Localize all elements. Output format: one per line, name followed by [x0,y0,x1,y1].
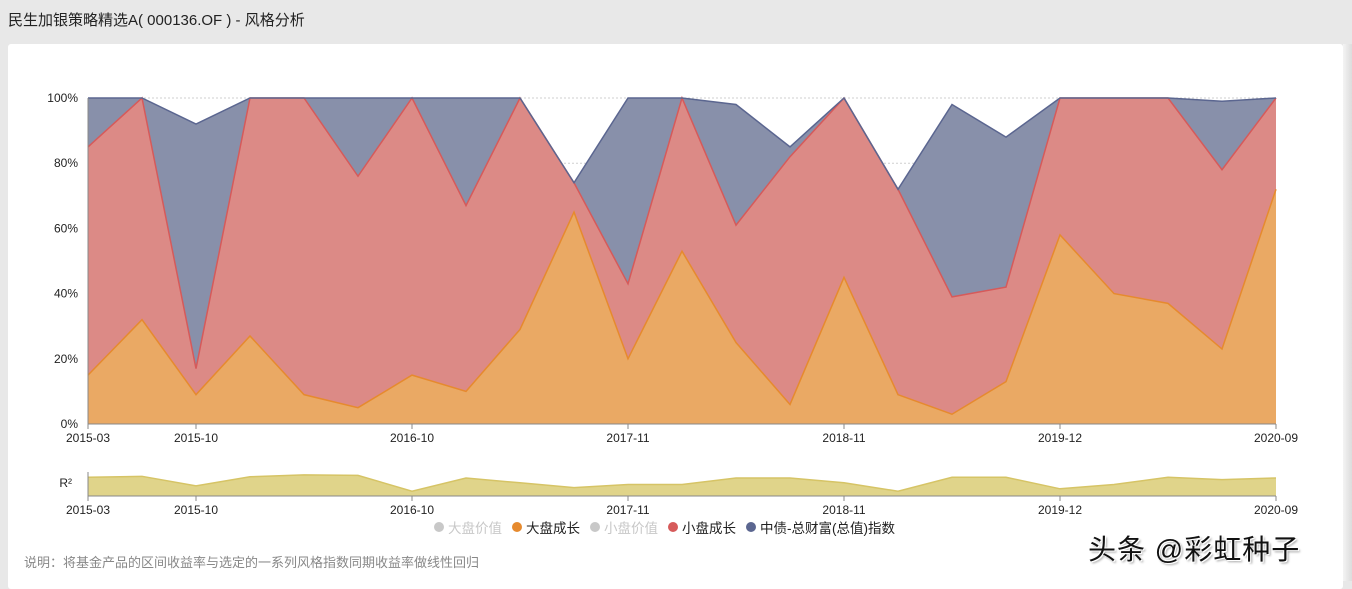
x-tick-label: 2015-03 [66,431,110,445]
area-large-growth [88,189,1276,424]
y-tick-label: 20% [54,352,78,366]
description-note: 说明：将基金产品的区间收益率与选定的一系列风格指数同期收益率做线性回归 [24,555,480,570]
y-tick-label: 100% [47,91,78,105]
r2-x-tick-label: 2015-03 [66,503,110,517]
y-tick-label: 0% [61,417,79,431]
y-axis: 0% 20% 40% 60% 80% 100% [47,91,89,431]
x-tick-label: 2016-10 [390,431,434,445]
legend-item[interactable]: 中债-总财富(总值)指数 [746,517,895,537]
legend-label: 中债-总财富(总值)指数 [760,521,895,536]
r2-area [88,474,1276,496]
r2-chart: R² 2015-03 2015-10 2016-10 2017-11 2018-11 201… [59,472,1298,517]
stacked-areas [87,95,1277,424]
r2-x-tick-label: 2018-11 [822,503,865,517]
r2-x-tick-label: 2015-10 [174,503,218,517]
scroll-shade [1343,44,1352,581]
legend-dot-icon [746,522,756,532]
legend-item[interactable]: 小盘成长 [668,517,736,537]
legend-label: 小盘成长 [682,521,736,536]
x-tick-label: 2018-11 [822,431,865,445]
legend-label: 大盘成长 [526,521,580,536]
legend: 大盘价值 大盘成长 小盘价值 小盘成长 中债-总财富(总值)指数 [434,518,895,536]
legend-label: 小盘价值 [604,521,658,536]
r2-axis-label: R² [59,476,72,490]
watermark: 头条 @彩虹种子 [1088,534,1301,565]
y-tick-label: 80% [54,156,78,170]
x-tick-label: 2019-12 [1038,431,1082,445]
r2-x-tick-label: 2020-09 [1254,503,1298,517]
legend-item[interactable]: 小盘价值 [590,517,658,537]
legend-dot-icon [434,522,444,532]
r2-x-tick-label: 2019-12 [1038,503,1082,517]
r2-x-tick-label: 2017-11 [606,503,649,517]
x-tick-label: 2020-09 [1254,431,1298,445]
x-tick-label: 2015-10 [174,431,218,445]
x-axis: 2015-03 2015-10 2016-10 2017-11 2018-11 2019-… [66,423,1298,445]
y-tick-label: 40% [54,287,78,301]
legend-item[interactable]: 大盘价值 [434,517,502,537]
legend-item[interactable]: 大盘成长 [512,517,580,537]
legend-dot-icon [590,522,600,532]
legend-dot-icon [512,522,522,532]
x-tick-label: 2017-11 [606,431,649,445]
r2-x-tick-label: 2016-10 [390,503,434,517]
y-tick-label: 60% [54,221,78,235]
area-bond-index [88,98,1276,369]
page-title: 民生加银策略精选A( 000136.OF ) - 风格分析 [8,12,305,29]
legend-label: 大盘价值 [448,521,502,536]
area-small-growth [88,98,1276,415]
legend-dot-icon [668,522,678,532]
